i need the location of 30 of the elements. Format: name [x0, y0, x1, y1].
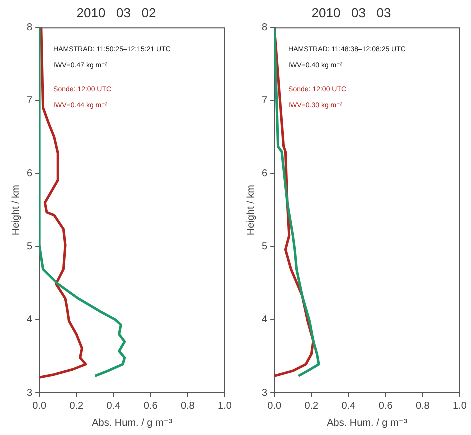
- y-tick-label: 6: [27, 168, 33, 180]
- x-tick-label: 0.6: [378, 400, 394, 412]
- y-axis-title: Height / km: [246, 185, 257, 236]
- x-tick-label: 0.6: [144, 400, 158, 412]
- x-axis-title: Abs. Hum. / g m⁻³: [92, 418, 174, 429]
- x-axis-title: Abs. Hum. / g m⁻³: [327, 418, 408, 429]
- y-axis-title: Height / km: [10, 185, 22, 236]
- y-tick-label: 8: [262, 22, 268, 34]
- y-tick-label: 8: [27, 22, 33, 34]
- x-tick-label: 1.0: [453, 400, 468, 412]
- x-tick-label: 0.8: [180, 400, 196, 412]
- x-tick-label: 0.0: [32, 400, 47, 412]
- x-tick-label: 0.4: [106, 400, 122, 412]
- y-tick-label: 6: [262, 168, 268, 180]
- y-tick-label: 7: [27, 95, 33, 106]
- y-tick-label: 5: [262, 242, 268, 253]
- y-tick-label: 4: [262, 314, 268, 326]
- chart-title: 2010 03 03: [312, 5, 392, 20]
- y-tick-label: 3: [262, 388, 268, 399]
- chart-title: 2010 03 02: [76, 5, 156, 20]
- x-tick-label: 0.2: [304, 400, 320, 412]
- y-tick-label: 5: [27, 242, 33, 253]
- x-tick-label: 0.8: [416, 400, 430, 412]
- y-tick-label: 7: [262, 95, 268, 106]
- x-tick-label: 0.0: [268, 400, 282, 412]
- x-tick-label: 1.0: [218, 400, 232, 412]
- y-tick-label: 3: [27, 388, 33, 399]
- y-tick-label: 4: [27, 314, 33, 326]
- x-tick-label: 0.2: [70, 400, 84, 412]
- x-tick-label: 0.4: [342, 400, 356, 412]
